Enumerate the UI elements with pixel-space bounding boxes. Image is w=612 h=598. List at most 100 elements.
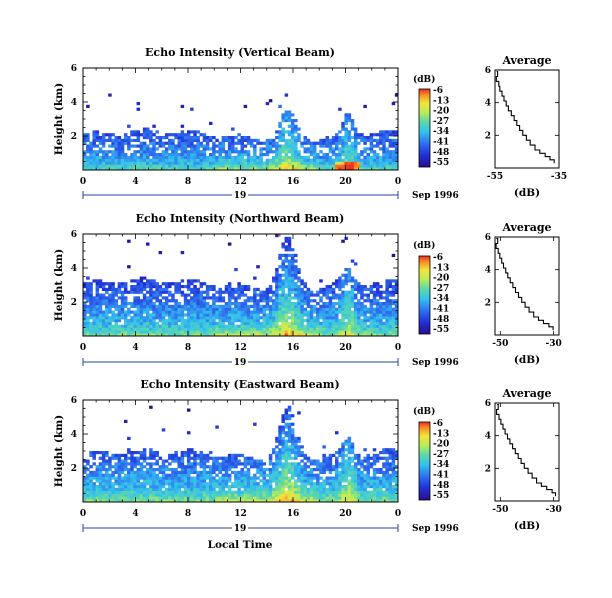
heatmap-cell xyxy=(212,330,216,334)
heatmap-cell xyxy=(146,327,150,331)
heatmap-cell xyxy=(341,293,345,297)
heatmap-cell xyxy=(322,310,326,314)
heatmap-axes xyxy=(82,399,399,503)
heatmap-cell xyxy=(303,468,307,472)
heatmap-cell xyxy=(243,479,248,483)
heatmap-cell xyxy=(231,161,235,165)
heatmap-cell xyxy=(382,155,386,160)
heatmap-cell xyxy=(281,265,285,269)
colorbar-label: -48 xyxy=(433,315,449,325)
heatmap-cell xyxy=(366,453,370,458)
heatmap-cell xyxy=(180,465,185,469)
heatmap-cell xyxy=(180,136,185,140)
heatmap-cell xyxy=(372,493,377,497)
heatmap-cell xyxy=(353,158,358,162)
heatmap-cell xyxy=(177,324,181,328)
heatmap-cell xyxy=(391,476,396,480)
heatmap-cell xyxy=(186,490,191,494)
heatmap-cell xyxy=(161,158,166,162)
heatmap-cell xyxy=(117,150,122,154)
profile-y-tick-label: 6 xyxy=(485,233,491,243)
heatmap-cell xyxy=(86,307,90,311)
heatmap-cell xyxy=(89,487,93,492)
heatmap-cell xyxy=(123,327,128,331)
heatmap-cell xyxy=(101,150,106,154)
heatmap-cell xyxy=(105,150,109,154)
heatmap-cell xyxy=(152,279,156,283)
heatmap-cell xyxy=(221,150,226,154)
heatmap-cell xyxy=(209,316,213,320)
heatmap-cell xyxy=(284,161,289,165)
heatmap-cell xyxy=(331,147,336,151)
colorbar-unit: (dB) xyxy=(413,74,435,85)
heatmap-cell xyxy=(309,153,314,157)
heatmap-cell xyxy=(127,496,131,500)
heatmap-cell xyxy=(268,453,273,458)
heatmap-cell xyxy=(202,290,207,294)
heatmap-cell xyxy=(256,299,260,303)
heatmap-cell xyxy=(117,493,122,497)
heatmap-cell xyxy=(306,487,311,492)
heatmap-cell xyxy=(152,476,156,480)
heatmap-cell xyxy=(357,324,361,328)
heatmap-cell xyxy=(224,490,229,494)
heatmap-cell xyxy=(95,485,100,489)
heatmap-cell xyxy=(221,304,226,309)
heatmap-cell xyxy=(275,307,279,311)
heatmap-cell xyxy=(290,248,295,252)
heatmap-cell xyxy=(319,493,323,497)
heatmap-cell xyxy=(227,496,232,500)
heatmap-cell xyxy=(287,167,292,171)
heatmap-cell xyxy=(284,285,289,289)
heatmap-cell xyxy=(284,273,289,277)
heatmap-cell xyxy=(199,144,204,148)
heatmap-cell xyxy=(338,161,342,165)
heatmap-cell xyxy=(268,150,273,154)
heatmap-cell xyxy=(350,285,355,289)
heatmap-cell xyxy=(130,302,134,306)
heatmap-cell xyxy=(234,313,238,317)
heatmap-cell xyxy=(168,321,172,326)
heatmap-cell xyxy=(215,313,219,317)
heatmap-cell xyxy=(297,316,301,320)
heatmap-cell xyxy=(164,302,169,306)
heatmap-cell xyxy=(290,127,295,131)
heatmap-cell xyxy=(350,496,355,500)
heatmap-cell xyxy=(120,158,125,162)
heatmap-cell xyxy=(281,147,285,151)
heatmap-cell xyxy=(294,499,298,503)
heatmap-cell xyxy=(237,307,241,311)
heatmap-cell xyxy=(105,290,109,294)
heatmap-cell xyxy=(218,321,222,326)
profile-y-tick-label: 2 xyxy=(485,298,491,308)
heatmap-cell xyxy=(180,164,185,168)
heatmap-cell xyxy=(123,456,128,460)
heatmap-cell xyxy=(174,313,178,317)
heatmap-cell xyxy=(183,304,188,309)
heatmap-cell xyxy=(136,130,141,134)
heatmap-cell xyxy=(382,167,386,171)
heatmap-cell xyxy=(152,138,156,143)
heatmap-cell xyxy=(366,459,370,463)
heatmap-cell xyxy=(146,324,150,328)
heatmap-cell xyxy=(353,485,358,489)
heatmap-cell xyxy=(350,499,355,503)
heatmap-cell xyxy=(186,313,191,317)
heatmap-cell xyxy=(180,310,185,314)
heatmap-cell xyxy=(105,330,109,334)
heatmap-cell xyxy=(338,307,342,311)
heatmap-cell xyxy=(101,456,106,460)
heatmap-cell xyxy=(287,496,292,500)
heatmap-cell xyxy=(231,462,235,466)
heatmap-cell xyxy=(158,327,163,331)
heatmap-cell xyxy=(325,285,330,289)
heatmap-cell xyxy=(312,147,317,151)
heatmap-cell xyxy=(388,465,393,469)
heatmap-cell xyxy=(123,453,128,458)
heatmap-cell xyxy=(161,155,166,160)
heatmap-cell xyxy=(325,482,330,486)
heatmap-cell xyxy=(287,130,292,134)
heatmap-cell xyxy=(243,144,248,148)
heatmap-cell xyxy=(328,150,333,154)
heatmap-cell xyxy=(136,456,141,460)
